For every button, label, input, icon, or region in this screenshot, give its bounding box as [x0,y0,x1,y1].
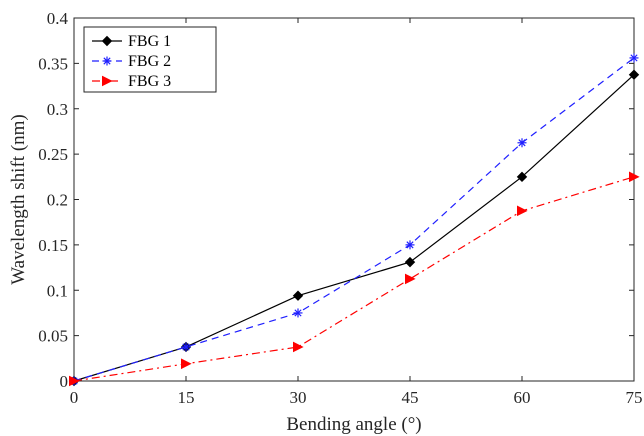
y-tick-label: 0.1 [47,281,68,300]
series-line [73,57,635,382]
y-tick-label: 0.35 [38,54,68,73]
data-point [293,341,304,353]
legend-label: FBG 2 [128,53,171,70]
x-tick-label: 15 [178,388,195,407]
legend-item: FBG 1 [92,33,171,50]
data-point [292,290,304,301]
data-point [405,240,415,250]
legend-marker [102,56,112,66]
series-1 [68,69,640,387]
x-tick-label: 75 [626,388,643,407]
y-tick-label: 0.15 [38,236,68,255]
x-tick-label: 30 [290,388,307,407]
legend-item: FBG 2 [92,53,171,70]
x-axis-ticks: 0 15 30 45 60 75 [70,18,643,407]
legend-item: FBG 3 [92,73,171,90]
data-point [629,53,639,63]
legend-marker [101,35,113,47]
data-point [629,171,640,183]
data-point [517,205,528,217]
series-2 [69,53,639,386]
y-tick-label: 0.3 [47,100,68,119]
y-axis-label: Wavelength shift (nm) [8,114,29,284]
data-point [69,375,80,387]
legend-label: FBG 3 [128,73,171,90]
y-tick-label: 0.2 [47,191,68,210]
data-point [516,171,528,183]
data-point [181,358,192,370]
y-tick-label: 0.05 [38,327,68,346]
legend-marker [102,75,113,87]
y-tick-label: 0 [60,372,69,391]
series-3 [69,171,640,387]
x-axis-label: Bending angle (°) [286,414,421,435]
series-line [73,176,635,382]
y-tick-label: 0.25 [38,145,68,164]
x-tick-label: 45 [402,388,419,407]
data-point [517,138,527,148]
x-tick-label: 0 [70,388,79,407]
data-point [405,273,416,285]
data-point [404,256,416,268]
data-point [181,342,191,352]
data-point [293,308,303,318]
series-layer [68,53,640,387]
y-tick-label: 0.4 [47,9,69,28]
legend: FBG 1 FBG 2 FBG 3 [83,26,217,93]
series-line [73,74,635,382]
x-tick-label: 60 [514,388,531,407]
data-point [628,69,640,80]
legend-label: FBG 1 [128,33,171,50]
